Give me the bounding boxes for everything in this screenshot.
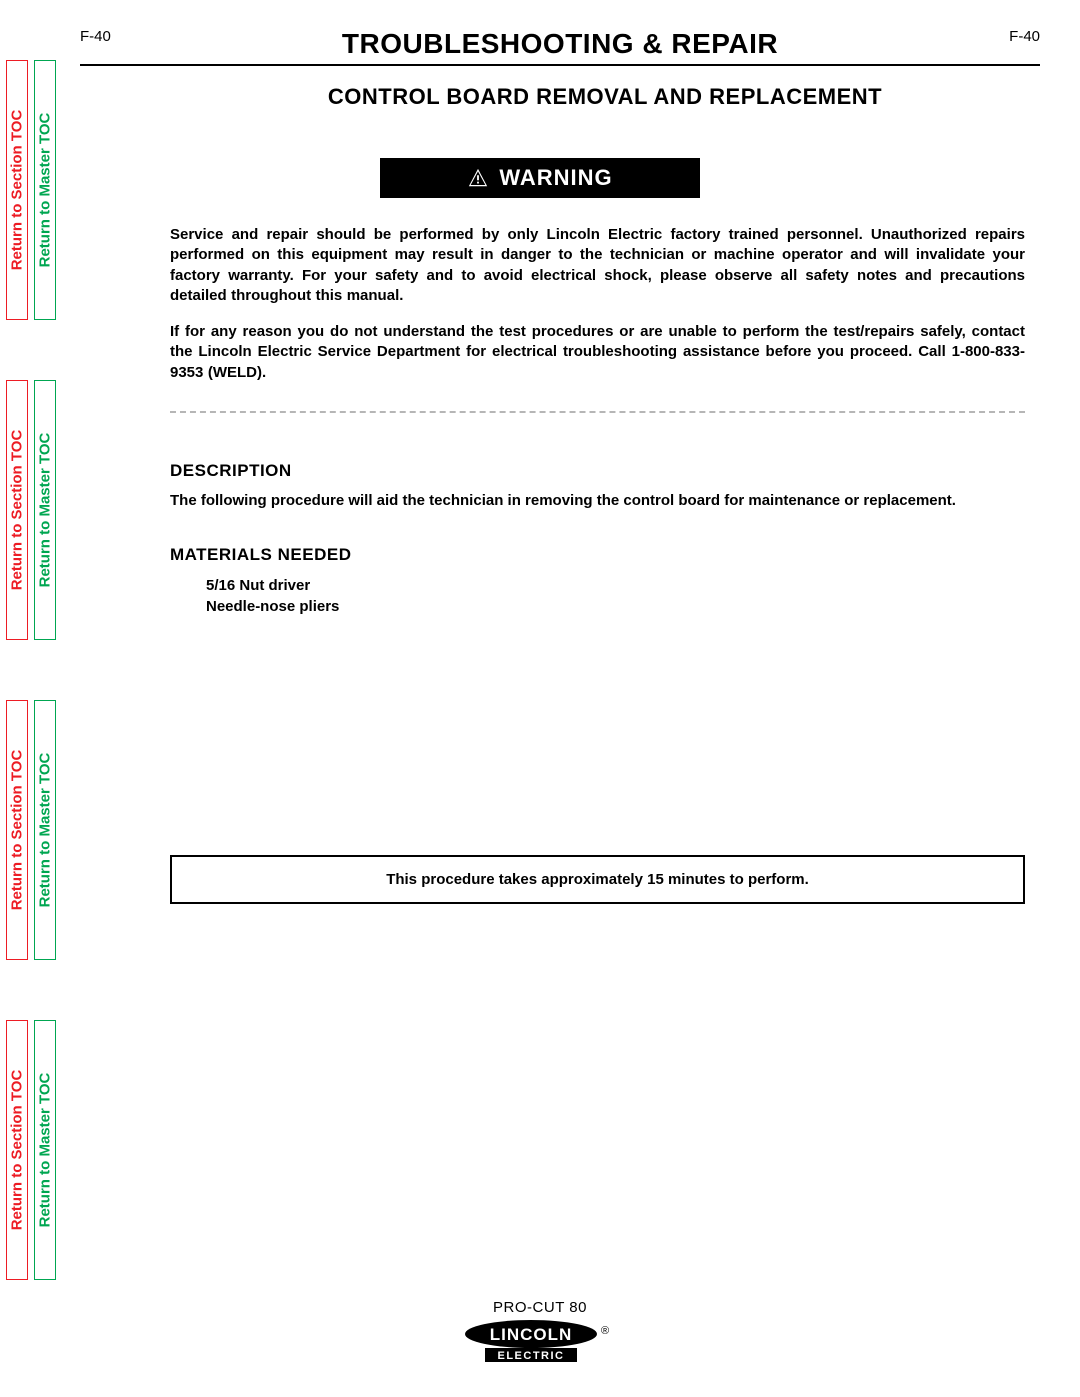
footer-model: PRO-CUT 80 bbox=[0, 1299, 1080, 1316]
warning-box: WARNING bbox=[380, 158, 700, 198]
page-number-left: F-40 bbox=[80, 28, 111, 45]
tab-label: Return to Section TOC bbox=[9, 430, 26, 591]
lincoln-logo: LINCOLN ® ELECTRIC bbox=[465, 1320, 615, 1362]
page: Return to Section TOC Return to Master T… bbox=[0, 0, 1080, 1397]
main-title: TROUBLESHOOTING & REPAIR bbox=[342, 28, 778, 60]
description-heading: DESCRIPTION bbox=[170, 461, 1025, 481]
logo-top-text: LINCOLN bbox=[490, 1325, 573, 1344]
warning-label: WARNING bbox=[499, 165, 612, 191]
return-section-toc-tab[interactable]: Return to Section TOC bbox=[6, 700, 28, 960]
time-note-box: This procedure takes approximately 15 mi… bbox=[170, 855, 1025, 904]
header-row: F-40 TROUBLESHOOTING & REPAIR F-40 bbox=[80, 28, 1040, 60]
return-master-toc-tab[interactable]: Return to Master TOC bbox=[34, 60, 56, 320]
warning-triangle-icon bbox=[467, 167, 489, 189]
materials-item: 5/16 Nut driver bbox=[206, 575, 1025, 596]
materials-heading: MATERIALS NEEDED bbox=[170, 545, 1025, 565]
tab-label: Return to Master TOC bbox=[37, 113, 54, 268]
page-subtitle: CONTROL BOARD REMOVAL AND REPLACEMENT bbox=[170, 84, 1040, 110]
tab-label: Return to Section TOC bbox=[9, 1070, 26, 1231]
tab-label: Return to Master TOC bbox=[37, 753, 54, 908]
return-master-toc-tab[interactable]: Return to Master TOC bbox=[34, 380, 56, 640]
dashed-divider bbox=[170, 411, 1025, 413]
svg-text:®: ® bbox=[601, 1325, 609, 1337]
tab-label: Return to Master TOC bbox=[37, 433, 54, 588]
page-number-right: F-40 bbox=[1009, 28, 1040, 45]
tab-label: Return to Section TOC bbox=[9, 110, 26, 271]
materials-item: Needle-nose pliers bbox=[206, 596, 1025, 617]
tab-label: Return to Section TOC bbox=[9, 750, 26, 911]
time-note-text: This procedure takes approximately 15 mi… bbox=[386, 871, 809, 888]
return-section-toc-tab[interactable]: Return to Section TOC bbox=[6, 380, 28, 640]
return-master-toc-tab[interactable]: Return to Master TOC bbox=[34, 700, 56, 960]
tab-label: Return to Master TOC bbox=[37, 1073, 54, 1228]
materials-list: 5/16 Nut driver Needle-nose pliers bbox=[170, 575, 1025, 617]
description-text: The following procedure will aid the tec… bbox=[170, 491, 1025, 511]
return-section-toc-tab[interactable]: Return to Section TOC bbox=[6, 1020, 28, 1280]
return-master-toc-tab[interactable]: Return to Master TOC bbox=[34, 1020, 56, 1280]
footer: PRO-CUT 80 LINCOLN ® ELECTRIC bbox=[0, 1299, 1080, 1367]
warning-paragraph-1: Service and repair should be performed b… bbox=[170, 225, 1025, 306]
return-section-toc-tab[interactable]: Return to Section TOC bbox=[6, 60, 28, 320]
logo-bottom-text: ELECTRIC bbox=[498, 1350, 565, 1362]
content-area: Service and repair should be performed b… bbox=[170, 225, 1025, 617]
header-rule bbox=[80, 64, 1040, 66]
warning-paragraph-2: If for any reason you do not understand … bbox=[170, 322, 1025, 383]
